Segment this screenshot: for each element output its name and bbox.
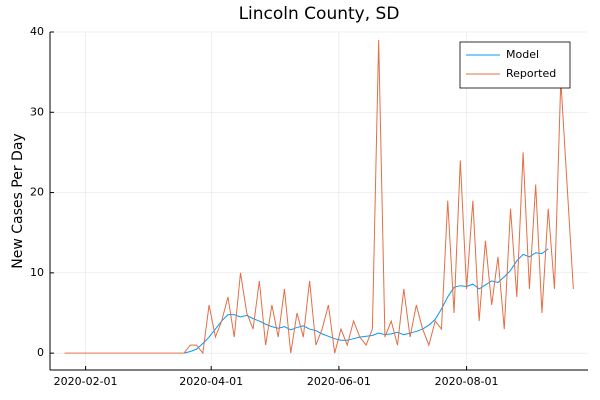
y-tick-label: 10 (30, 266, 44, 279)
legend: Model Reported (459, 41, 571, 89)
chart-title: Lincoln County, SD (239, 4, 400, 24)
y-tick-label: 0 (37, 346, 44, 359)
legend-label: Model (506, 48, 539, 61)
x-tick-label: 2020-08-01 (435, 375, 499, 388)
x-tick-label: 2020-02-01 (54, 375, 118, 388)
x-tick-label: 2020-06-01 (307, 375, 371, 388)
series-line (64, 40, 574, 355)
y-tick-label: 40 (30, 25, 44, 38)
y-axis-label: New Cases Per Day (10, 133, 26, 268)
x-tick-label: 2020-04-01 (179, 375, 243, 388)
legend-label: Reported (506, 67, 556, 80)
y-tick-label: 30 (30, 105, 44, 118)
series-line (183, 248, 549, 354)
y-tick-label: 20 (30, 186, 44, 199)
legend-box (459, 41, 571, 89)
